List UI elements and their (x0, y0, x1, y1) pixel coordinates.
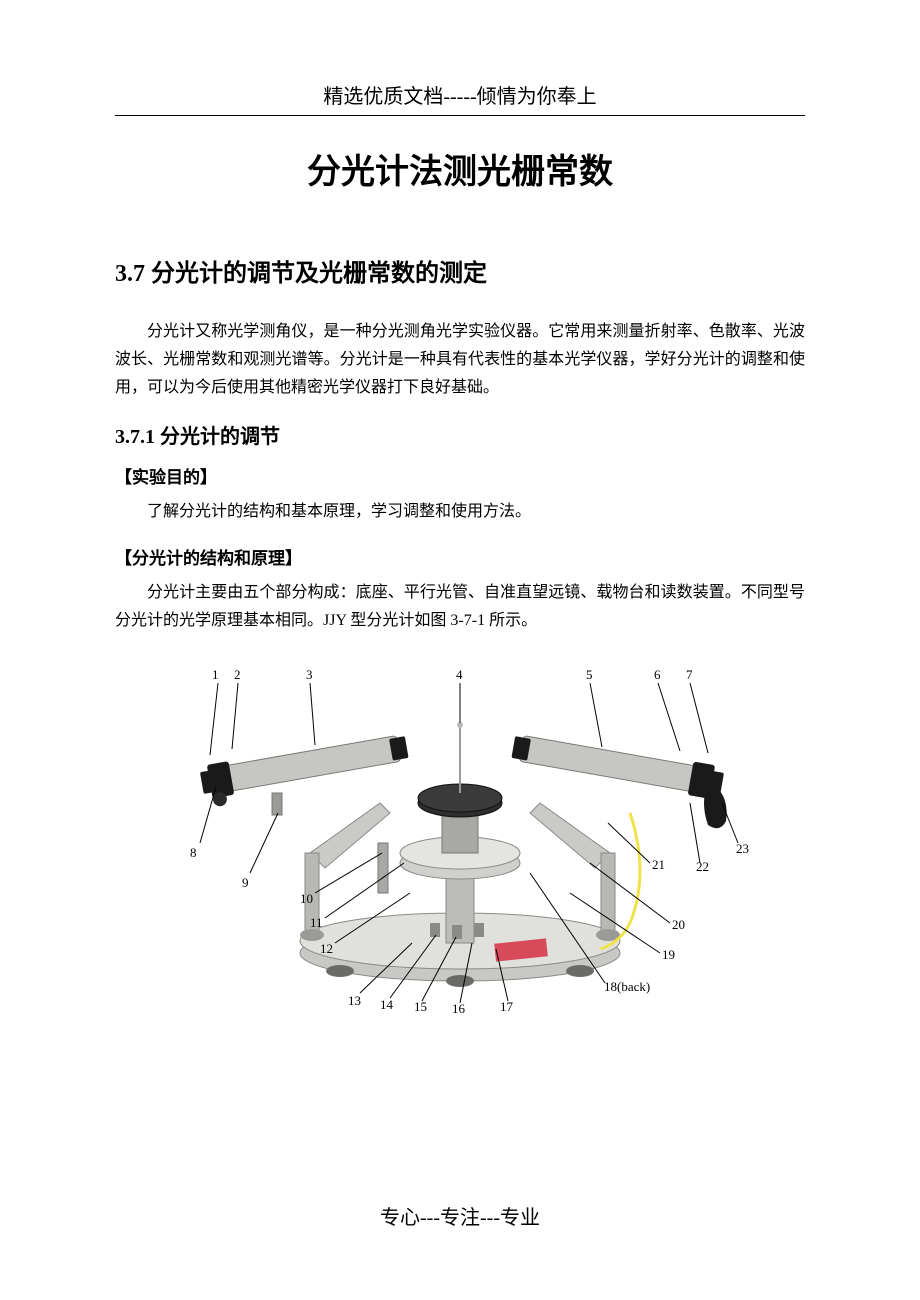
header-rule (115, 115, 805, 116)
label-2: 2 (234, 667, 241, 683)
section-number: 3.7 (115, 261, 145, 287)
label-3: 3 (306, 667, 313, 683)
spectrometer-figure: 1 2 3 4 5 6 7 8 9 10 11 12 13 14 15 16 1… (160, 653, 760, 1013)
label-1: 1 (212, 667, 219, 683)
label-16: 16 (452, 1001, 465, 1017)
objective-text: 了解分光计的结构和基本原理，学习调整和使用方法。 (115, 498, 805, 526)
label-18: 18(back) (604, 979, 650, 995)
label-4: 4 (456, 667, 463, 683)
page-footer: 专心---专注---专业 (0, 1201, 920, 1230)
page-header: 精选优质文档-----倾情为你奉上 (115, 80, 805, 109)
label-7: 7 (686, 667, 693, 683)
objective-heading: 【实验目的】 (115, 463, 805, 488)
label-21: 21 (652, 857, 665, 873)
label-13: 13 (348, 993, 361, 1009)
label-8: 8 (190, 845, 197, 861)
label-15: 15 (414, 999, 427, 1015)
label-22: 22 (696, 859, 709, 875)
section-3-7-heading: 3.7 分光计的调节及光栅常数的测定 (115, 253, 805, 288)
label-11: 11 (310, 915, 323, 931)
label-17: 17 (500, 999, 513, 1015)
label-12: 12 (320, 941, 333, 957)
label-19: 19 (662, 947, 675, 963)
document-title: 分光计法测光栅常数 (115, 144, 805, 193)
intro-paragraph: 分光计又称光学测角仪，是一种分光测角光学实验仪器。它常用来测量折射率、色散率、光… (115, 318, 805, 402)
label-23: 23 (736, 841, 749, 857)
subsection-text: 分光计的调节 (160, 426, 280, 448)
section-3-7-1-heading: 3.7.1 分光计的调节 (115, 420, 805, 449)
label-6: 6 (654, 667, 661, 683)
section-text: 分光计的调节及光栅常数的测定 (151, 261, 487, 287)
label-14: 14 (380, 997, 393, 1013)
structure-heading: 【分光计的结构和原理】 (115, 544, 805, 569)
subsection-number: 3.7.1 (115, 426, 155, 448)
label-5: 5 (586, 667, 593, 683)
structure-paragraph: 分光计主要由五个部分构成：底座、平行光管、自准直望远镜、载物台和读数装置。不同型… (115, 579, 805, 635)
label-20: 20 (672, 917, 685, 933)
label-9: 9 (242, 875, 249, 891)
label-10: 10 (300, 891, 313, 907)
